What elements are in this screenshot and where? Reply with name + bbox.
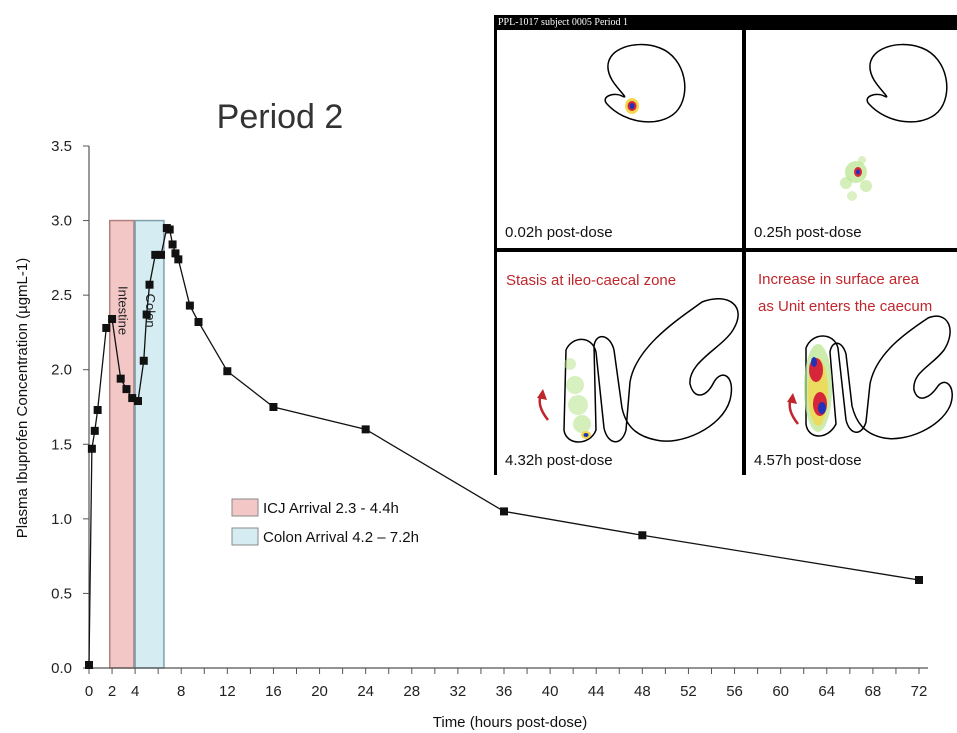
scintigraphy-inset: PPL-1017 subject 0005 Period 1 0.02h pos…: [494, 15, 957, 475]
x-tick-label: 64: [818, 683, 835, 700]
x-tick-label: 60: [772, 683, 789, 700]
x-axis-label: Time (hours post-dose): [433, 714, 588, 731]
legend-label-colon: Colon Arrival 4.2 – 7.2h: [263, 529, 419, 546]
inset-header: PPL-1017 subject 0005 Period 1: [498, 17, 628, 28]
data-point: [223, 367, 232, 376]
scan-time-label: 0.02h post-dose: [505, 224, 613, 241]
data-point: [185, 301, 194, 310]
scan-note: Stasis at ileo-caecal zone: [506, 272, 676, 289]
data-point: [174, 255, 183, 264]
stomach-outline-icon: [866, 43, 948, 123]
scan-panel-0.02h: 0.02h post-dose: [497, 30, 742, 248]
x-tick-label: 12: [219, 683, 236, 700]
radioactive-spread-icon: [564, 358, 591, 433]
x-tick-label: 24: [357, 683, 374, 700]
data-point: [93, 405, 102, 414]
arrow-head-icon: [537, 389, 547, 400]
y-axis-label: Plasma Ibuprofen Concentration (µgmL-1): [14, 258, 31, 538]
stomach-outline-icon: [604, 43, 686, 123]
y-tick-label: 2.0: [51, 362, 72, 379]
x-tick-label: 28: [403, 683, 420, 700]
scan-note: as Unit enters the caecum: [758, 298, 932, 315]
x-tick-label: 56: [726, 683, 743, 700]
radioactive-spread-icon: [804, 344, 832, 432]
data-point: [168, 240, 177, 249]
data-point: [157, 250, 166, 259]
y-tick-label: 3.0: [51, 213, 72, 230]
y-tick-label: 2.5: [51, 287, 72, 304]
scan-time-label: 4.57h post-dose: [754, 452, 862, 469]
data-point: [128, 394, 137, 403]
data-point: [165, 225, 174, 234]
data-point: [194, 317, 203, 326]
y-ticks: 0.0 0.5 1.0 1.5 2.0 2.5 3.0 3.5: [51, 138, 89, 677]
data-point: [139, 356, 148, 365]
data-point: [142, 310, 151, 319]
x-tick-label: 16: [265, 683, 282, 700]
data-point: [87, 444, 96, 453]
data-point: [90, 426, 99, 435]
data-point: [122, 385, 131, 394]
scan-time-label: 0.25h post-dose: [754, 224, 862, 241]
legend-label-icj: ICJ Arrival 2.3 - 4.4h: [263, 500, 399, 517]
legend-swatch-colon: [231, 527, 259, 546]
data-point: [151, 250, 160, 259]
y-tick-label: 0.5: [51, 585, 72, 602]
scan-note: Increase in surface area: [758, 271, 920, 288]
data-point: [102, 323, 111, 332]
series-plasma-ibuprofen: [85, 224, 923, 670]
data-point: [145, 280, 154, 289]
data-point: [171, 249, 180, 258]
arrow-head-icon: [787, 393, 797, 404]
scan-time-label: 4.32h post-dose: [505, 452, 613, 469]
x-tick-label: 36: [496, 683, 513, 700]
x-tick-label: 68: [865, 683, 882, 700]
y-tick-label: 1.5: [51, 436, 72, 453]
data-point: [133, 397, 142, 406]
x-ticks: 0 2 4 8 12 16 20 24 28 32 36 40 44 48 52 56 60 64 68 72: [85, 668, 928, 700]
x-tick-label: 40: [542, 683, 559, 700]
band-label: Intestine: [115, 286, 130, 335]
y-tick-label: 0.0: [51, 660, 72, 677]
scan-panel-0.25h: 0.25h post-dose: [746, 30, 957, 248]
data-point: [500, 507, 508, 516]
x-tick-label: 8: [177, 683, 185, 700]
data-point: [915, 576, 923, 585]
x-tick-label: 20: [311, 683, 328, 700]
x-tick-label: 52: [680, 683, 697, 700]
gi-transit-bands: IntestineColon: [109, 219, 165, 669]
x-tick-label: 32: [450, 683, 467, 700]
data-point: [361, 425, 370, 434]
data-point: [638, 531, 647, 540]
legend-swatch-icj: [231, 498, 259, 517]
scan-panel-4.32h: Stasis at ileo-caecal zone 4.32h post-do…: [497, 252, 742, 475]
scan-panel-4.57h: Increase in surface area as Unit enters …: [746, 252, 957, 475]
x-tick-label: 44: [588, 683, 605, 700]
colon-outline-icon: [805, 315, 953, 440]
axes: [88, 146, 928, 669]
x-tick-label: 4: [131, 683, 139, 700]
colon-outline-icon: [563, 297, 739, 443]
data-point: [85, 661, 93, 670]
band-colon: [134, 219, 165, 669]
data-point: [108, 315, 117, 324]
x-tick-label: 2: [108, 683, 116, 700]
legend: ICJ Arrival 2.3 - 4.4h Colon Arrival 4.2…: [231, 498, 419, 546]
data-point: [116, 374, 125, 383]
data-point: [269, 403, 278, 411]
y-tick-label: 3.5: [51, 138, 72, 155]
x-tick-label: 48: [634, 683, 651, 700]
x-tick-label: 0: [85, 683, 93, 700]
band-intestine: [109, 219, 135, 669]
x-tick-label: 72: [911, 683, 928, 700]
y-tick-label: 1.0: [51, 511, 72, 528]
chart-title: Period 2: [217, 98, 344, 136]
